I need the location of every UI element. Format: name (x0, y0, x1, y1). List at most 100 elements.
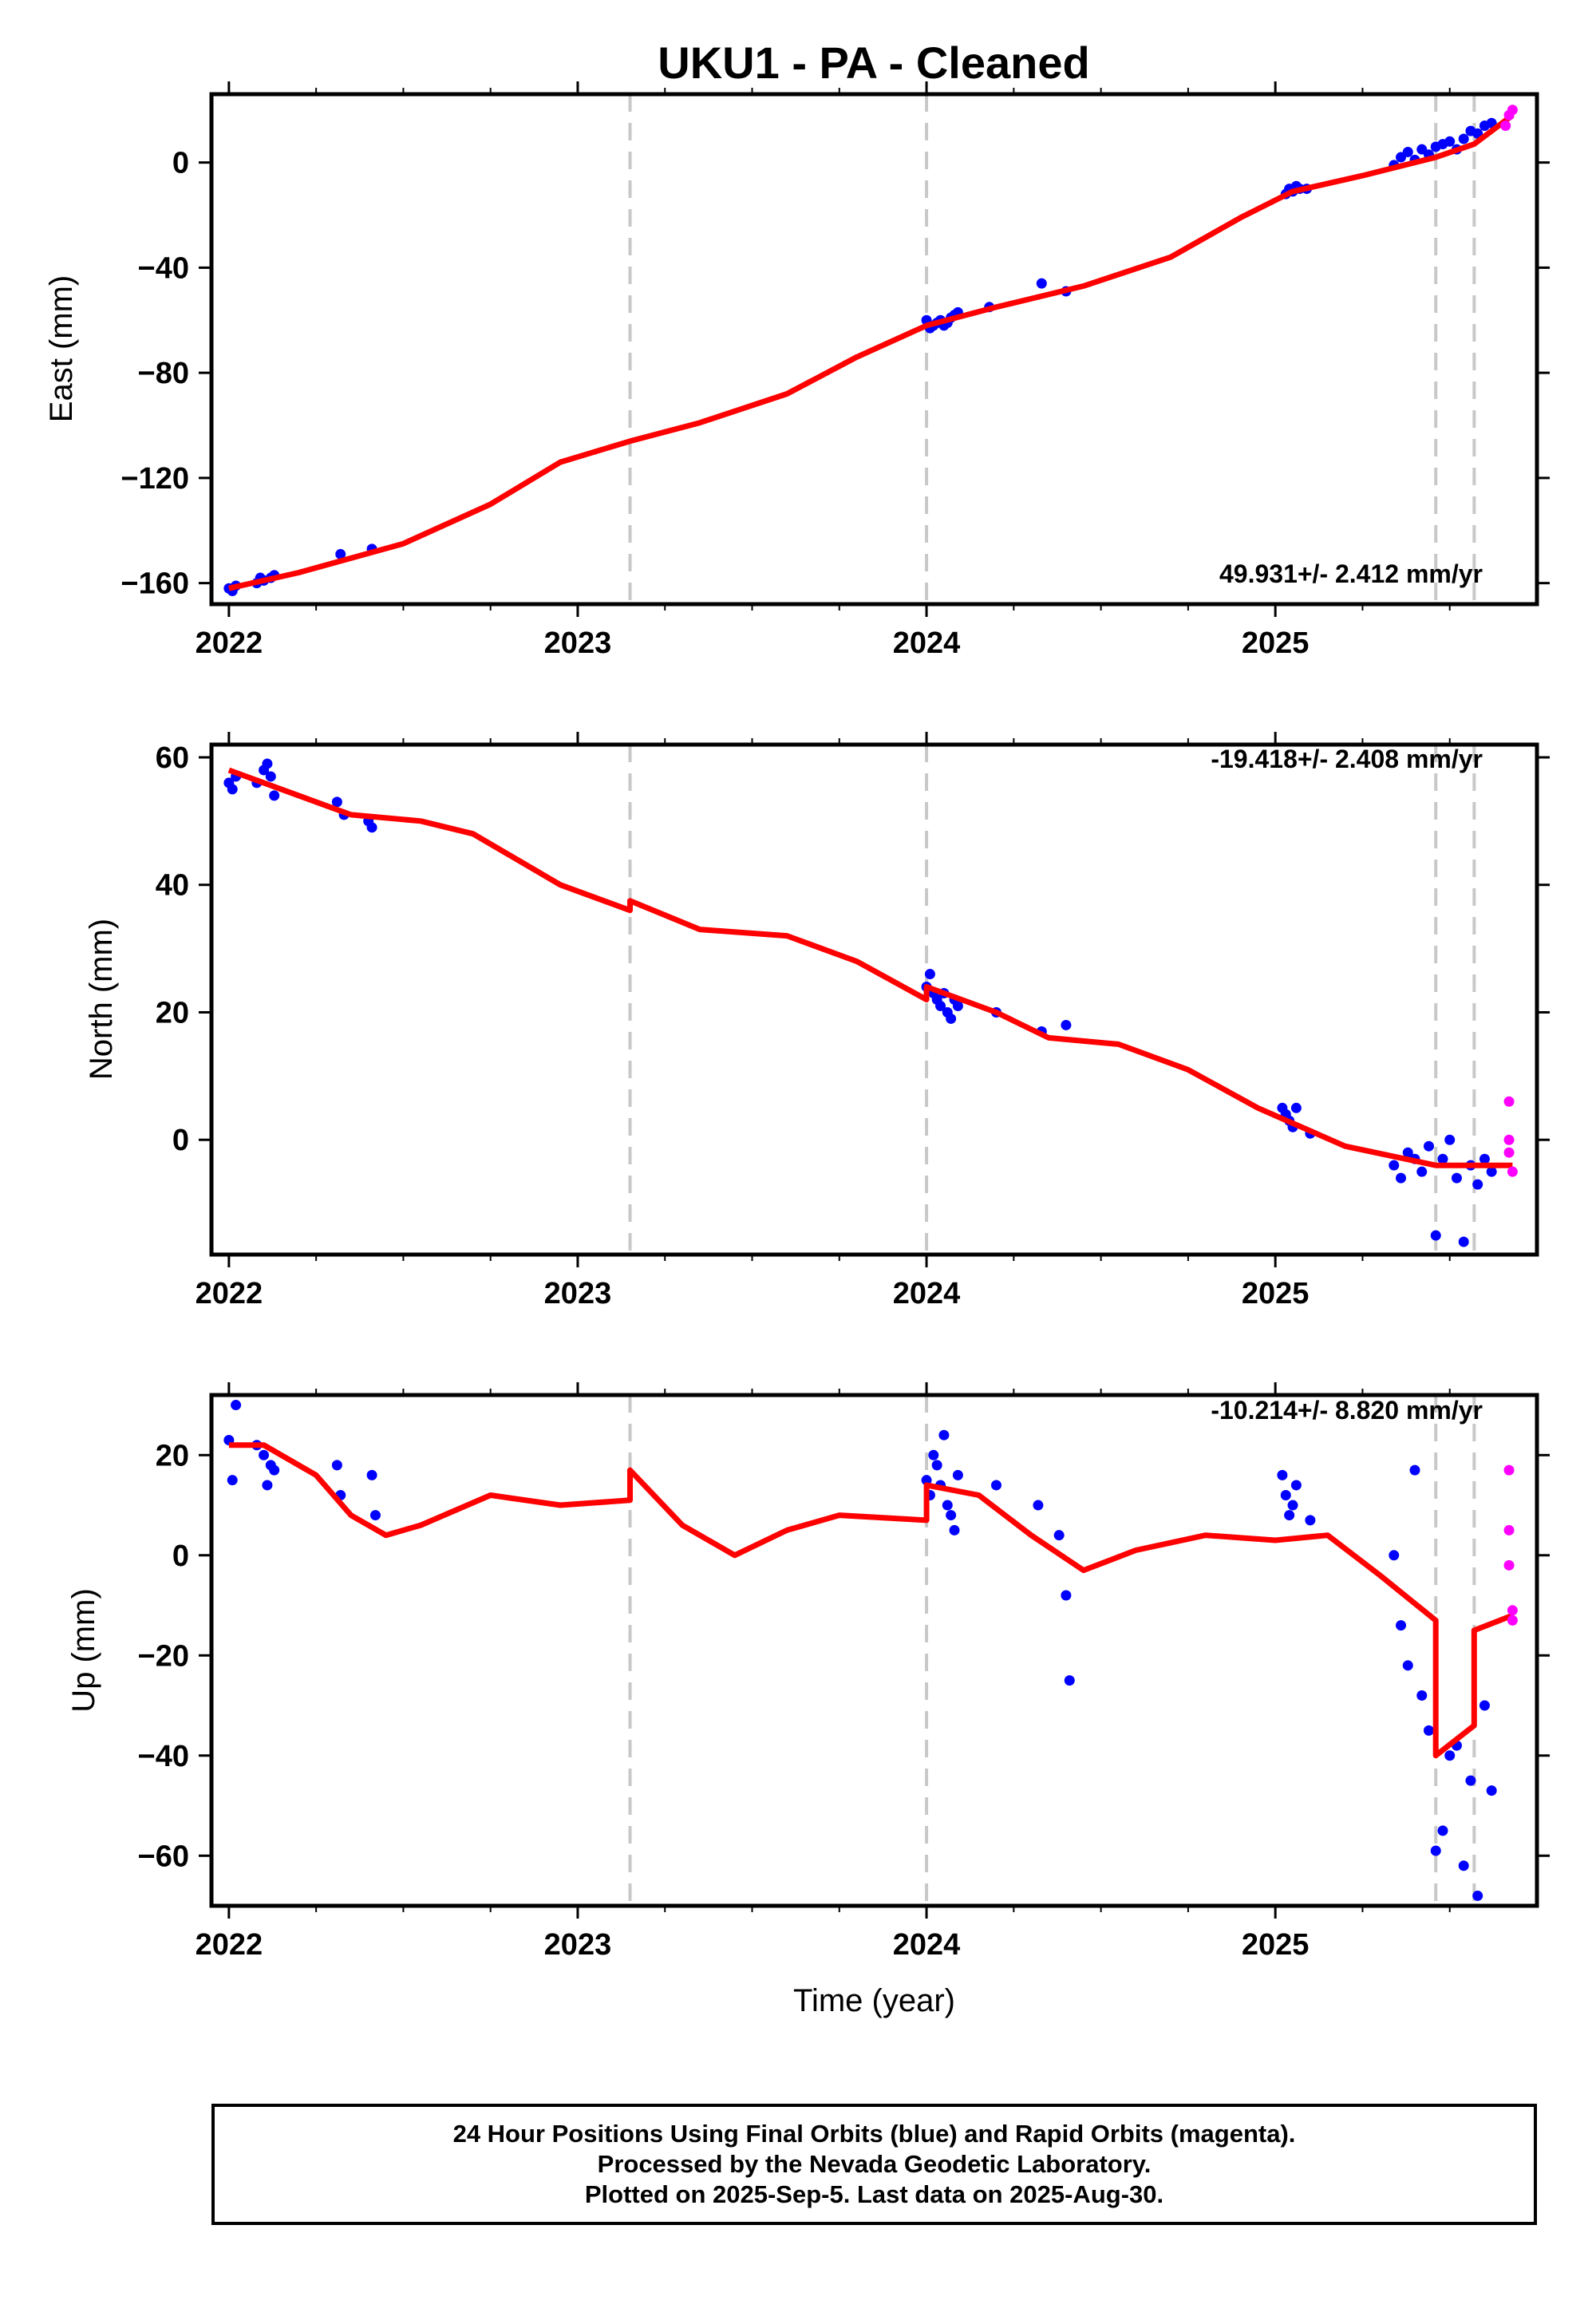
final-point (366, 1469, 377, 1480)
final-point (1437, 1825, 1448, 1836)
x-tick-label: 2022 (196, 1277, 263, 1310)
x-tick-label: 2025 (1242, 626, 1310, 660)
final-point (227, 1475, 238, 1486)
final-point (935, 1000, 946, 1011)
plot-frame (209, 92, 1539, 607)
y-tick-label: −20 (138, 1639, 189, 1673)
final-point (1284, 1510, 1295, 1521)
final-point (1053, 1530, 1065, 1541)
final-point (227, 784, 238, 795)
final-point (952, 1469, 963, 1480)
final-point (921, 1475, 932, 1486)
final-point (1472, 1179, 1483, 1190)
final-point (265, 771, 276, 782)
final-point (1280, 1489, 1291, 1500)
final-point (952, 1000, 963, 1011)
y-tick-label: 40 (156, 869, 189, 903)
figure-title: UKU1 - PA - Cleaned (658, 38, 1089, 88)
y-tick-label: 0 (172, 1539, 189, 1573)
final-point (231, 1400, 242, 1411)
x-tick-label: 2024 (893, 626, 961, 660)
final-point (1402, 146, 1413, 157)
final-point (942, 1500, 953, 1511)
y-tick-label: −80 (138, 357, 189, 390)
rapid-point (1507, 1166, 1518, 1177)
y-tick-label: 0 (172, 147, 189, 180)
x-tick-label: 2023 (544, 1928, 612, 1962)
y-tick-label: 20 (156, 996, 189, 1030)
final-point (1402, 1147, 1413, 1158)
final-point (1416, 1166, 1428, 1177)
final-point (1287, 1500, 1298, 1511)
final-point (1290, 1102, 1302, 1113)
final-point (1465, 1775, 1476, 1786)
x-tick-label: 2023 (544, 626, 612, 660)
rapid-point (1500, 121, 1511, 132)
y-tick-label: −40 (138, 1740, 189, 1773)
final-point (931, 1460, 942, 1471)
caption-line-3: Plotted on 2025-Sep-5. Last data on 2025… (584, 2180, 1164, 2208)
final-point (1396, 1620, 1407, 1631)
x-tick-label: 2025 (1242, 1928, 1310, 1962)
rate-annotation: -19.418+/- 2.408 mm/yr (1211, 745, 1483, 773)
final-point (946, 1013, 957, 1024)
final-point (1423, 1725, 1434, 1736)
x-tick-label: 2024 (893, 1928, 961, 1962)
final-point (946, 1510, 957, 1521)
x-tick-label: 2025 (1242, 1277, 1310, 1310)
final-point (366, 822, 377, 833)
final-point (262, 758, 273, 769)
y-tick-label: 0 (172, 1124, 189, 1157)
final-point (1451, 1172, 1462, 1184)
rapid-point (1503, 1524, 1515, 1535)
x-tick-label: 2024 (893, 1277, 961, 1310)
final-point (1458, 1236, 1469, 1247)
rapid-point (1503, 1096, 1515, 1107)
final-point (1479, 1153, 1490, 1164)
rapid-point (1503, 1559, 1515, 1571)
model-line (228, 1442, 1514, 1759)
final-point (1033, 1500, 1044, 1511)
rapid-point (1503, 1147, 1515, 1158)
x-tick-label: 2022 (196, 1928, 263, 1962)
model-line (227, 767, 1513, 1168)
final-point (331, 1460, 342, 1471)
y-tick-label: −120 (120, 462, 189, 496)
caption-line-2: Processed by the Nevada Geodetic Laborat… (597, 2150, 1152, 2178)
final-point (938, 1429, 950, 1441)
final-point (1423, 1140, 1434, 1152)
final-point (1277, 1469, 1288, 1480)
y-tick-label: 60 (156, 741, 189, 775)
rapid-point (1507, 1605, 1518, 1616)
plot-frame (209, 1393, 1539, 1908)
x-tick-label: 2022 (196, 626, 263, 660)
east-panel: 2022 2023 2024 2025 −160 −120 −80 −40 0 East (mm)… (44, 81, 1550, 660)
y-axis-label: Up (mm) (66, 1588, 101, 1713)
x-tick-label: 2023 (544, 1277, 612, 1310)
y-tick-label: 20 (156, 1439, 189, 1472)
final-point (1479, 1700, 1490, 1711)
final-point (1444, 1750, 1456, 1761)
rapid-point (1507, 1614, 1518, 1626)
rapid-point (1503, 1134, 1515, 1145)
final-point (1061, 1019, 1072, 1030)
final-point (1396, 1172, 1407, 1184)
final-point (1036, 278, 1047, 289)
final-point (1416, 1690, 1428, 1701)
final-point (1305, 1515, 1316, 1526)
final-point (1444, 1134, 1456, 1145)
final-point (928, 1449, 939, 1460)
final-point (1444, 136, 1456, 147)
rapid-point (1507, 105, 1518, 116)
rapid-point (1503, 1464, 1515, 1476)
final-point (1064, 1675, 1075, 1686)
final-point (331, 796, 342, 808)
final-point (1430, 1845, 1441, 1856)
y-tick-label: −160 (120, 567, 189, 601)
north-panel: 2022 2023 2024 2025 0 20 40 60 North (mm) -19.418… (84, 732, 1550, 1310)
caption-line-1: 24 Hour Positions Using Final Orbits (bl… (452, 2120, 1296, 2148)
final-point (1458, 1860, 1469, 1871)
final-point (259, 1449, 270, 1460)
final-point (335, 548, 346, 559)
final-point (1486, 1785, 1497, 1796)
